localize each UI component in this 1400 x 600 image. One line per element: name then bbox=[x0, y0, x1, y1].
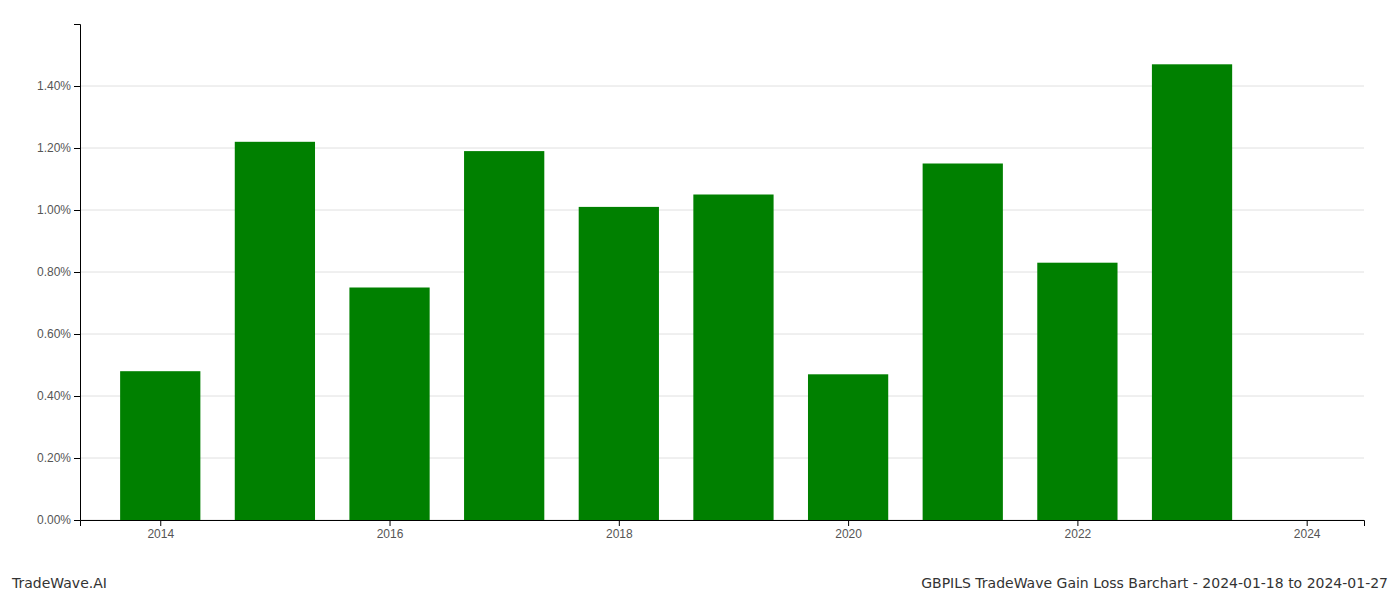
bar bbox=[120, 371, 200, 520]
plot: 2014201620182020202220240.00%0.20%0.40%0… bbox=[37, 25, 1365, 541]
x-tick: 2016 bbox=[377, 520, 404, 541]
bar bbox=[235, 142, 315, 520]
y-tick: 0.60% bbox=[37, 327, 80, 341]
y-tick-label: 0.40% bbox=[37, 389, 71, 403]
y-tick-label: 1.40% bbox=[37, 79, 71, 93]
x-tick-label: 2016 bbox=[377, 527, 404, 541]
y-tick-mark bbox=[74, 458, 80, 459]
y-tick: 0.40% bbox=[37, 389, 80, 403]
y-tick: 0.80% bbox=[37, 265, 80, 279]
y-tick-label: 1.00% bbox=[37, 203, 71, 217]
x-tick-label: 2018 bbox=[606, 527, 633, 541]
y-tick-label: 1.20% bbox=[37, 141, 71, 155]
x-tick-mark bbox=[848, 520, 849, 526]
y-tick-mark bbox=[74, 520, 80, 521]
bar bbox=[349, 288, 429, 521]
bar bbox=[1037, 263, 1117, 520]
y-tick-label: 0.00% bbox=[37, 513, 71, 527]
y-tick-mark bbox=[74, 148, 80, 149]
y-tick-mark bbox=[74, 334, 80, 335]
x-tick-mark bbox=[390, 520, 391, 526]
x-tick-label: 2014 bbox=[147, 527, 174, 541]
watermark: TradeWave.AI bbox=[11, 575, 107, 591]
x-tick: 2018 bbox=[606, 520, 633, 541]
y-tick-mark bbox=[74, 86, 80, 87]
y-tick: 1.40% bbox=[37, 79, 80, 93]
x-axis: 2014 2016 2018 2020 2022 2024 bbox=[81, 520, 1365, 541]
x-tick: 2014 bbox=[147, 520, 174, 541]
y-axis-line bbox=[74, 25, 81, 521]
bar bbox=[693, 195, 773, 521]
y-tick-label: 0.20% bbox=[37, 451, 71, 465]
bar bbox=[579, 207, 659, 520]
bar bbox=[808, 374, 888, 520]
x-tick-label: 2022 bbox=[1065, 527, 1092, 541]
chart: 2014201620182020202220240.00%0.20%0.40%0… bbox=[0, 0, 1400, 600]
bar bbox=[464, 151, 544, 520]
marks bbox=[120, 64, 1232, 520]
y-tick-label: 0.60% bbox=[37, 327, 71, 341]
bar bbox=[1152, 64, 1232, 520]
x-tick-mark bbox=[1307, 520, 1308, 526]
y-tick-mark bbox=[74, 272, 80, 273]
y-tick-mark bbox=[74, 396, 80, 397]
x-tick: 2024 bbox=[1294, 520, 1321, 541]
y-tick: 1.20% bbox=[37, 141, 80, 155]
bar bbox=[923, 164, 1003, 521]
y-tick-label: 0.80% bbox=[37, 265, 71, 279]
title: GBPILS TradeWave Gain Loss Barchart - 20… bbox=[921, 575, 1388, 591]
x-tick: 2022 bbox=[1065, 520, 1092, 541]
y-tick: 0.20% bbox=[37, 451, 80, 465]
x-tick-mark bbox=[619, 520, 620, 526]
x-axis-line bbox=[81, 521, 1365, 527]
x-tick-label: 2020 bbox=[835, 527, 862, 541]
y-tick: 1.00% bbox=[37, 203, 80, 217]
x-tick-mark bbox=[1077, 520, 1078, 526]
x-tick: 2020 bbox=[835, 520, 862, 541]
x-tick-label: 2024 bbox=[1294, 527, 1321, 541]
y-tick-mark bbox=[74, 210, 80, 211]
y-axis: 0.00% 0.20% 0.40% 0.60% 0.80% 1.00% 1.20% 1.40% bbox=[37, 25, 81, 528]
y-tick: 0.00% bbox=[37, 513, 80, 527]
x-tick-mark bbox=[160, 520, 161, 526]
